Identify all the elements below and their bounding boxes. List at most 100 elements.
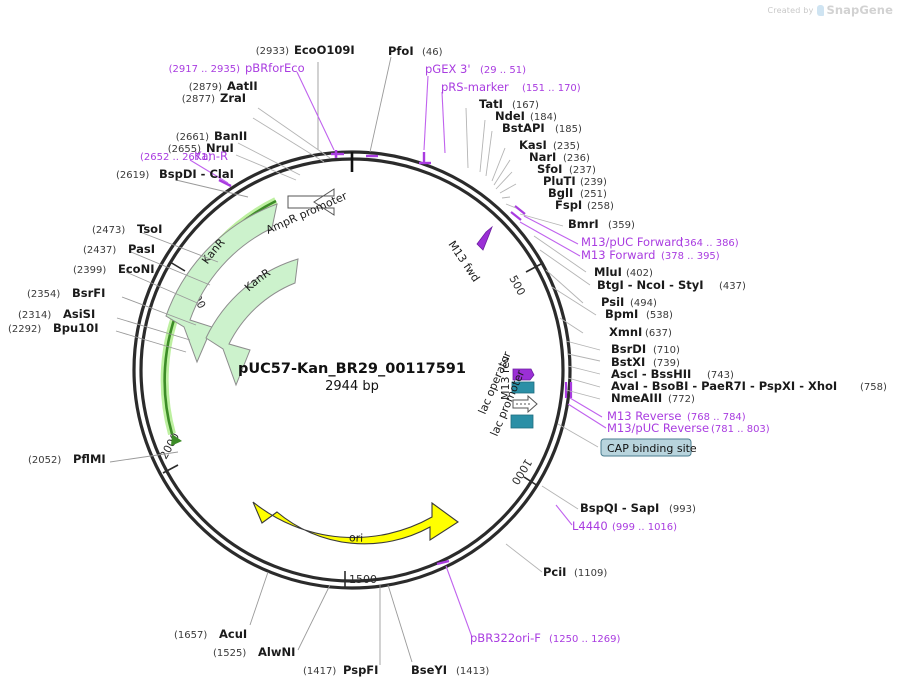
label-enzyme-bgli[interactable]: BglI xyxy=(548,186,573,200)
label-enzyme-tati[interactable]: TatI xyxy=(479,97,503,111)
label-primer-m13-forward[interactable]: M13 Forward xyxy=(581,248,655,262)
label-primer-l4440[interactable]: L4440 xyxy=(572,519,608,533)
label-pos: (2399) xyxy=(73,265,106,276)
label-enzyme-bpmi[interactable]: BpmI xyxy=(605,307,638,321)
label-enzyme-asci-bsshii[interactable]: AscI - BssHII xyxy=(611,367,691,381)
label-pos: (1525) xyxy=(213,648,246,659)
label-primer-m13-reverse[interactable]: M13 Reverse xyxy=(607,409,681,423)
label-pos: (2655) xyxy=(168,144,201,155)
label-enzyme-fspi[interactable]: FspI xyxy=(555,198,582,212)
label-enzyme-tsoi[interactable]: TsoI xyxy=(137,222,162,236)
label-enzyme-pfoi[interactable]: PfoI xyxy=(388,44,414,58)
label-pos: (772) xyxy=(668,394,695,405)
label-pos: (2437) xyxy=(83,245,116,256)
label-primer-m13puc-reverse[interactable]: M13/pUC Reverse xyxy=(607,421,709,435)
label-pos: (710) xyxy=(653,345,680,356)
leader-lines-top-center xyxy=(369,56,446,154)
snapgene-watermark: Created by SnapGene xyxy=(767,3,893,17)
label-enzyme-bspqi-sapi[interactable]: BspQI - SapI xyxy=(580,501,659,515)
label-enzyme-acui[interactable]: AcuI xyxy=(219,627,247,641)
label-pos: (402) xyxy=(626,268,653,279)
snapgene-leaf-icon xyxy=(816,4,824,16)
label-pos: (1417) xyxy=(303,666,336,677)
label-pos: (237) xyxy=(569,165,596,176)
watermark-created-by: Created by xyxy=(767,5,814,15)
label-enzyme-banii[interactable]: BanII xyxy=(214,129,247,143)
label-pos: (378 .. 395) xyxy=(661,251,720,262)
label-enzyme-pcii[interactable]: PciI xyxy=(543,565,566,579)
label-enzyme-kasi[interactable]: KasI xyxy=(519,138,547,152)
label-enzyme-sfoi[interactable]: SfoI xyxy=(537,162,562,176)
label-enzyme-asisi[interactable]: AsiSI xyxy=(63,307,95,321)
label-enzyme-bspdi-clai[interactable]: BspDI - ClaI xyxy=(159,167,234,181)
label-enzyme-bsrdi[interactable]: BsrDI xyxy=(611,342,646,356)
leader-lines-top-left xyxy=(109,62,335,463)
tick-label-1500: 1500 xyxy=(349,573,377,586)
label-enzyme-bstxi[interactable]: BstXI xyxy=(611,355,645,369)
label-enzyme-ndei[interactable]: NdeI xyxy=(495,109,525,123)
label-enzyme-pflmi[interactable]: PflMI xyxy=(73,452,106,466)
label-enzyme-mlui[interactable]: MluI xyxy=(594,265,622,279)
leader-lines-right xyxy=(445,107,607,638)
label-enzyme-nrui[interactable]: NruI xyxy=(206,141,234,155)
label-pos: (743) xyxy=(707,370,734,381)
plasmid-title-group: pUC57-Kan_BR29_00117591 2944 bp xyxy=(238,361,466,394)
label-pos: (239) xyxy=(580,177,607,188)
label-enzyme-bmri[interactable]: BmrI xyxy=(568,217,599,231)
label-enzyme-bpu10i[interactable]: Bpu10I xyxy=(53,321,98,335)
label-primer-pbr322ori-f[interactable]: pBR322ori-F xyxy=(470,631,541,645)
label-pos: (758) xyxy=(860,382,887,393)
label-enzyme-ecoo109i[interactable]: EcoO109I xyxy=(294,43,355,57)
plasmid-name: pUC57-Kan_BR29_00117591 xyxy=(238,361,466,377)
feature-ori[interactable]: ori xyxy=(252,501,459,545)
label-pos: (1413) xyxy=(456,666,489,677)
label-enzyme-btgi-ncoi-styi[interactable]: BtgI - NcoI - StyI xyxy=(597,278,704,292)
label-pos: (151 .. 170) xyxy=(522,83,581,94)
label-pos: (235) xyxy=(553,141,580,152)
label-enzyme-nmeaiii[interactable]: NmeAIII xyxy=(611,391,662,405)
label-pos: (2661) xyxy=(176,132,209,143)
label-enzyme-pspfi[interactable]: PspFI xyxy=(343,663,378,677)
label-primer-pbrforeco[interactable]: pBRforEco xyxy=(245,61,305,75)
label-pos: (2473) xyxy=(92,225,125,236)
label-pos: (364 .. 386) xyxy=(680,238,739,249)
label-pos: (29 .. 51) xyxy=(480,65,526,76)
labels-top-left: (2933) EcoO109I (2917 .. 2935) pBRforEco… xyxy=(8,43,355,466)
label-primer-kanr[interactable]: Kan-R xyxy=(194,149,228,163)
label-enzyme-psii[interactable]: PsiI xyxy=(601,295,624,309)
label-primer-m13puc-forward[interactable]: M13/pUC Forward xyxy=(581,235,683,249)
label-enzyme-pasi[interactable]: PasI xyxy=(128,242,155,256)
label-enzyme-zrai[interactable]: ZraI xyxy=(220,91,246,105)
label-enzyme-nari[interactable]: NarI xyxy=(529,150,556,164)
label-pos: (359) xyxy=(608,220,635,231)
label-primer-prs-marker[interactable]: pRS-marker xyxy=(441,80,509,94)
label-pos: (2052) xyxy=(28,455,61,466)
label-pos: (184) xyxy=(530,112,557,123)
label-pos: (494) xyxy=(630,298,657,309)
label-enzyme-aatii[interactable]: AatII xyxy=(227,79,258,93)
label-primer-pgex3[interactable]: pGEX 3' xyxy=(425,62,471,76)
cap-binding-site-box[interactable]: CAP binding site xyxy=(600,438,697,457)
feature-m13-rev-label: M13 rev xyxy=(499,355,512,400)
label-pos: (437) xyxy=(719,281,746,292)
label-enzyme-pluti[interactable]: PluTI xyxy=(543,174,576,188)
watermark-brand: SnapGene xyxy=(826,3,893,17)
label-enzyme-avai-bsobi-paer7i-pspxi-xhoi[interactable]: AvaI - BsoBI - PaeR7I - PspXI - XhoI xyxy=(611,379,837,393)
label-enzyme-bseyi[interactable]: BseYI xyxy=(411,663,447,677)
site-marks xyxy=(218,150,573,566)
label-enzyme-bstapi[interactable]: BstAPI xyxy=(502,121,545,135)
label-pos: (739) xyxy=(653,358,680,369)
leader-lines-bottom xyxy=(249,571,413,665)
cap-binding-site-label: CAP binding site xyxy=(607,442,697,455)
feature-ori-label: ori xyxy=(348,531,363,545)
label-pos: (993) xyxy=(669,504,696,515)
label-pos: (1657) xyxy=(174,630,207,641)
label-enzyme-xmni[interactable]: XmnI xyxy=(609,325,642,339)
labels-bottom: (1657) AcuI (1525) AlwNI (1417) PspFI Bs… xyxy=(174,627,489,677)
label-enzyme-bsrfi[interactable]: BsrFI xyxy=(72,286,105,300)
label-enzyme-econi[interactable]: EcoNI xyxy=(118,262,154,276)
label-enzyme-alwni[interactable]: AlwNI xyxy=(258,645,295,659)
label-pos: (46) xyxy=(422,47,443,58)
